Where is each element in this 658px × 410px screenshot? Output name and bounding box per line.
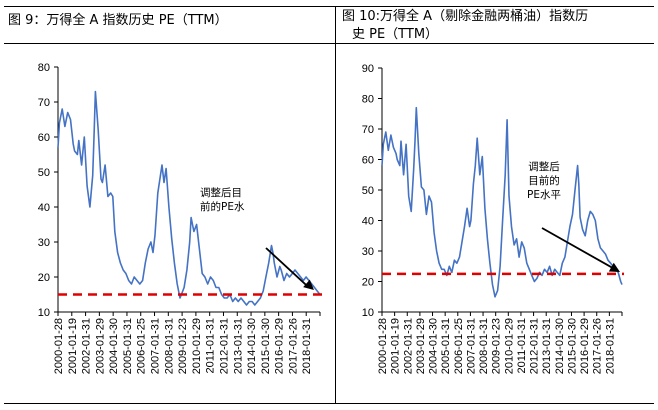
x-tick-label: 2002-01-31 — [81, 318, 93, 374]
x-tick-label: 2018-01-31 — [301, 318, 313, 374]
x-tick-label: 2003-01-29 — [415, 318, 427, 374]
y-tick-label: 40 — [38, 202, 50, 214]
x-tick-label: 2013-01-31 — [541, 318, 553, 374]
chart-title-left: 图 9：万得全 A 指数历史 PE（TTM） — [8, 13, 228, 28]
x-tick-label: 2012-01-31 — [529, 318, 541, 374]
x-tick-label: 2016-01-29 — [579, 318, 591, 374]
x-tick-label: 2004-01-30 — [428, 318, 440, 374]
x-tick-label: 2005-01-31 — [122, 318, 134, 374]
annotation-text: 调整后 — [528, 160, 560, 173]
annotation-text: 调整后目 — [200, 186, 242, 199]
x-tick-label: 2003-01-29 — [94, 318, 106, 374]
chart-left: 10 20 30 40 50 60 70 80 2000-01-28 2001-01-19 2002… — [38, 62, 322, 374]
y-tick-label: 50 — [362, 185, 374, 197]
y-tick-label: 80 — [38, 62, 50, 74]
y-tick-label: 90 — [362, 63, 374, 75]
annotation-text: 前的PE水 — [200, 200, 245, 213]
x-tick-label: 2008-01-31 — [478, 318, 490, 374]
arrow-line — [541, 227, 615, 270]
pe-series-line — [57, 90, 321, 306]
annotation-text: PE水平 — [527, 189, 561, 201]
chart-title-right-line2: 史 PE（TTM） — [352, 27, 439, 42]
x-tick-label: 2014-01-30 — [554, 318, 566, 374]
arrow-head — [608, 262, 620, 272]
y-tick-label: 50 — [38, 167, 50, 179]
x-tick-label: 2000-01-28 — [53, 318, 65, 374]
y-tick-label: 10 — [38, 307, 50, 319]
x-tick-label: 2012-01-31 — [218, 318, 230, 374]
x-tick-label: 2018-01-31 — [604, 318, 616, 374]
x-tick-label: 2009-01-23 — [177, 318, 189, 374]
y-tick-label: 10 — [362, 307, 374, 319]
x-tick-label: 2013-01-31 — [232, 318, 244, 374]
x-tick-label: 2010-01-29 — [191, 318, 203, 374]
x-tick-label: 2015-01-30 — [260, 318, 272, 374]
x-tick-label: 2015-01-30 — [566, 318, 578, 374]
x-tick-label: 2016-01-29 — [274, 318, 286, 374]
y-tick-label: 30 — [38, 237, 50, 249]
x-tick-label: 2001-01-19 — [390, 318, 402, 374]
x-tick-label: 2011-01-31 — [516, 318, 528, 373]
x-tick-label: 2014-01-30 — [246, 318, 258, 374]
top-rule — [4, 6, 654, 7]
y-tick-label: 60 — [38, 132, 50, 144]
y-tick-label: 30 — [362, 246, 374, 258]
x-tick-label: 2004-01-30 — [108, 318, 120, 374]
chart-title-right-line1: 图 10:万得全 A（剔除金融两桶油）指数历 — [342, 9, 589, 24]
x-tick-label: 2005-01-31 — [440, 318, 452, 374]
x-tick-label: 2006-01-25 — [136, 318, 148, 374]
header-rule — [4, 43, 654, 44]
y-tick-label: 80 — [362, 94, 374, 106]
annotation-text: 目前的 — [528, 174, 560, 187]
bottom-rule — [4, 403, 654, 404]
x-tick-label: 2001-01-19 — [67, 318, 79, 374]
y-tick-label: 70 — [38, 97, 50, 109]
x-tick-label: 2002-01-31 — [402, 318, 414, 374]
y-tick-label: 20 — [362, 277, 374, 289]
y-tick-label: 70 — [362, 124, 374, 136]
x-tick-label: 2017-01-26 — [287, 318, 299, 374]
x-tick-label: 2000-01-28 — [377, 318, 389, 374]
y-tick-label: 60 — [362, 155, 374, 167]
x-tick-label: 2008-01-31 — [163, 318, 175, 374]
x-tick-label: 2006-01-25 — [453, 318, 465, 374]
y-tick-label: 40 — [362, 216, 374, 228]
pe-series-line — [381, 106, 623, 298]
y-tick-label: 20 — [38, 272, 50, 284]
x-tick-label: 2011-01-31 — [205, 318, 217, 373]
x-tick-label: 2010-01-29 — [503, 318, 515, 374]
arrow-head — [303, 279, 314, 290]
x-tick-label: 2009-01-23 — [491, 318, 503, 374]
x-tick-label: 2007-01-31 — [150, 318, 162, 374]
x-tick-label: 2007-01-31 — [465, 318, 477, 374]
arrow-line — [265, 247, 309, 288]
report-figure-pair: 图 9：万得全 A 指数历史 PE（TTM） 图 10:万得全 A（剔除金融两桶… — [4, 6, 654, 404]
panel-divider — [335, 6, 336, 404]
x-tick-label: 2017-01-26 — [592, 318, 604, 374]
